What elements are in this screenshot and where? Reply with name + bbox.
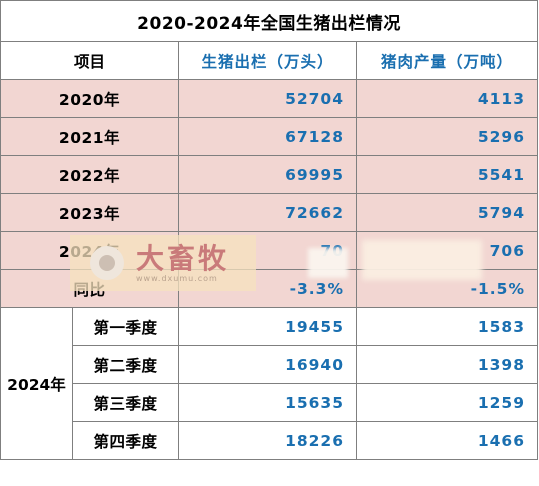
slaughter-value: 18226 — [178, 421, 357, 460]
slaughter-value: 69995 — [178, 155, 357, 194]
header-slaughter: 生猪出栏（万头） — [178, 41, 357, 80]
quarter-label: 第二季度 — [72, 345, 179, 384]
table-row: 2024年 第一季度 19455 1583 — [0, 307, 538, 460]
pork-value: 1466 — [356, 421, 538, 460]
slaughter-value: 72662 — [178, 193, 357, 232]
slaughter-value: 19455 — [178, 307, 357, 346]
row-label: 2021年 — [0, 117, 179, 156]
watermark-url: www.dxumu.com — [136, 273, 218, 283]
quarter-label: 第四季度 — [72, 421, 179, 460]
table-row: 第三季度 15635 1259 — [1, 383, 538, 422]
pork-value: 5541 — [356, 155, 538, 194]
pork-value: 1583 — [356, 307, 538, 346]
pork-value: 5794 — [356, 193, 538, 232]
row-label: 2020年 — [0, 79, 179, 118]
slaughter-table: 2020-2024年全国生猪出栏情况 项目 生猪出栏（万头） 猪肉产量（万吨） … — [0, 0, 538, 460]
header-item: 项目 — [0, 41, 179, 80]
row-label: 2023年 — [0, 193, 179, 232]
blurred-overlay — [362, 240, 482, 280]
watermark-brand: 大畜牧 — [136, 241, 230, 275]
watermark-logo: 大畜牧 www.dxumu.com — [70, 235, 256, 291]
slaughter-value: 52704 — [178, 79, 357, 118]
pork-value: 1259 — [356, 383, 538, 422]
pork-value: 1398 — [356, 345, 538, 384]
table-row: 2021年 67128 5296 — [0, 117, 538, 156]
table-row: 2023年 72662 5794 — [0, 193, 538, 232]
pork-value: 5296 — [356, 117, 538, 156]
year-group-label: 2024年 — [0, 307, 73, 460]
header-pork: 猪肉产量（万吨） — [356, 41, 538, 80]
quarter-label: 第一季度 — [72, 307, 179, 346]
slaughter-value: 16940 — [178, 345, 357, 384]
pork-value: 4113 — [356, 79, 538, 118]
table-row: 2020年 52704 4113 — [0, 79, 538, 118]
blurred-overlay — [308, 248, 348, 278]
slaughter-value: 67128 — [178, 117, 357, 156]
row-label: 2022年 — [0, 155, 179, 194]
watermark-circle-icon — [90, 246, 124, 280]
quarter-label: 第三季度 — [72, 383, 179, 422]
table-row: 第四季度 18226 1466 — [1, 421, 538, 460]
table-title: 2020-2024年全国生猪出栏情况 — [0, 0, 538, 42]
slaughter-value: 15635 — [178, 383, 357, 422]
table-row: 第二季度 16940 1398 — [1, 345, 538, 384]
watermark-text: 大畜牧 www.dxumu.com — [136, 241, 230, 283]
table-row: 2022年 69995 5541 — [0, 155, 538, 194]
